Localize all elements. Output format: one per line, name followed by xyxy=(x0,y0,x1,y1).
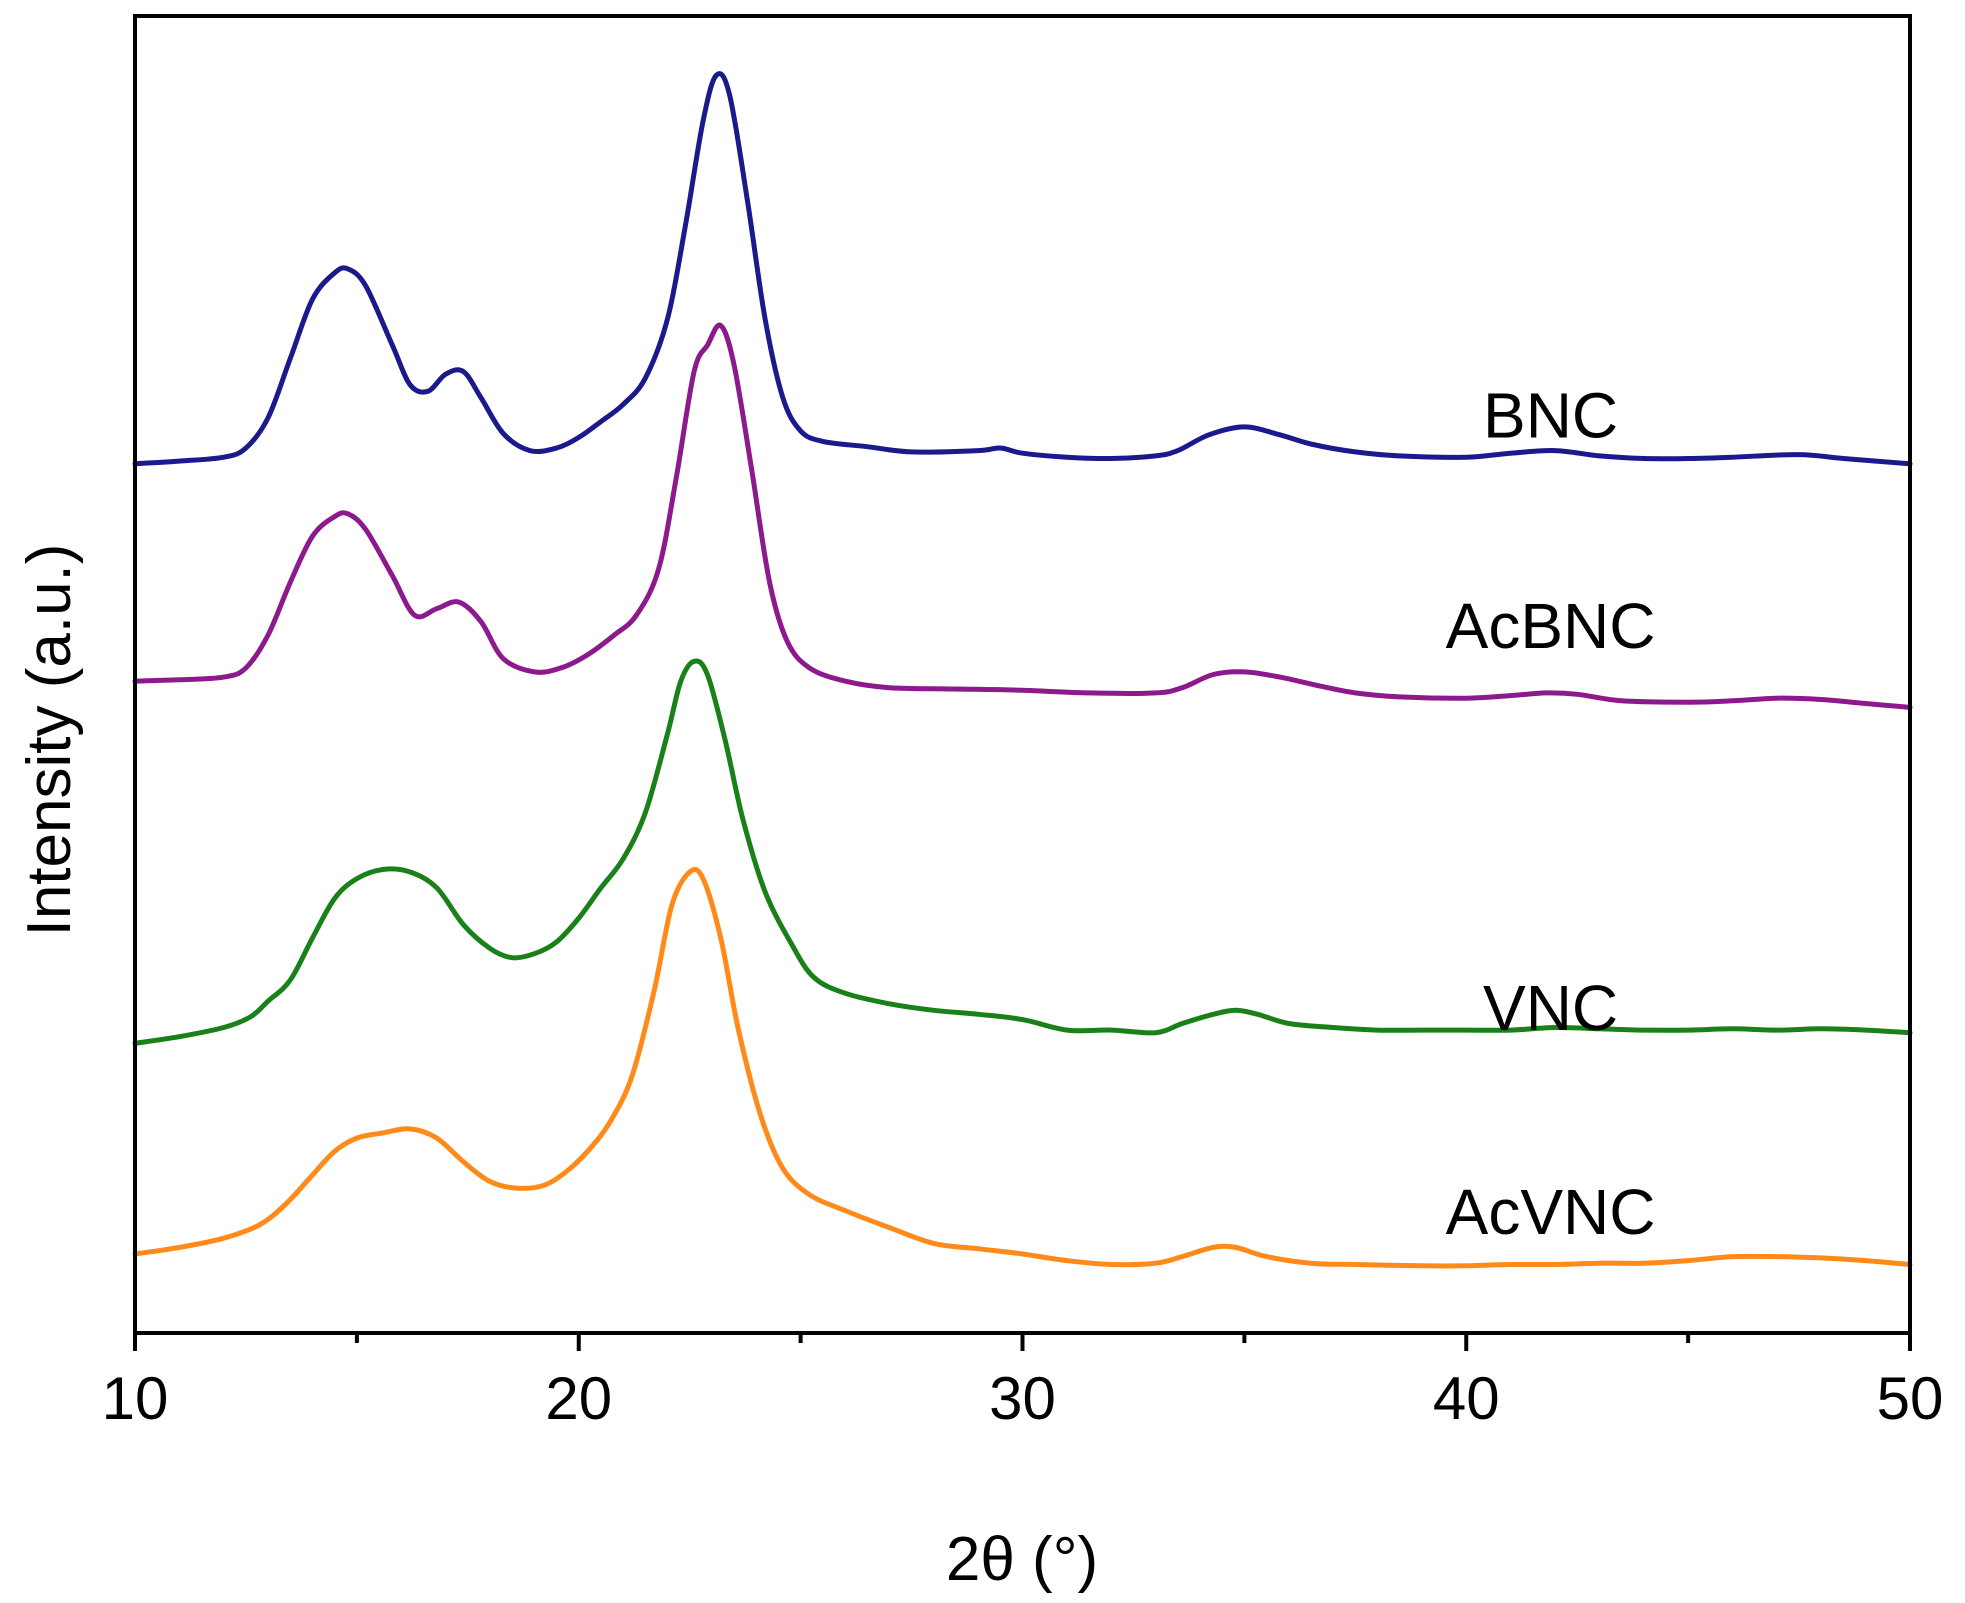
series-labels: BNC AcBNC VNC AcVNC xyxy=(1446,379,1656,1248)
series-group xyxy=(132,71,1913,1269)
series-line-bnc xyxy=(132,71,1913,467)
x-tick-label: 20 xyxy=(545,1365,612,1432)
x-tick-label: 40 xyxy=(1433,1365,1500,1432)
series-label-bnc: BNC xyxy=(1483,379,1618,451)
series-label-acbnc: AcBNC xyxy=(1446,590,1656,662)
x-tick-label: 30 xyxy=(989,1365,1056,1432)
x-axis-label: 2θ (°) xyxy=(946,1525,1098,1594)
plot-frame xyxy=(133,14,1912,1335)
y-axis-label: Intensity (a.u.) xyxy=(15,544,84,937)
series-line-acvnc xyxy=(132,866,1913,1269)
series-label-vnc: VNC xyxy=(1483,972,1618,1044)
x-tick-label: 50 xyxy=(1877,1365,1944,1432)
x-axis-ticks: 10 20 30 40 50 xyxy=(102,1333,1944,1432)
series-line-vnc xyxy=(132,658,1913,1046)
series-label-acvnc: AcVNC xyxy=(1446,1176,1656,1248)
series-line-acbnc xyxy=(132,322,1913,710)
x-tick-label: 10 xyxy=(102,1365,169,1432)
